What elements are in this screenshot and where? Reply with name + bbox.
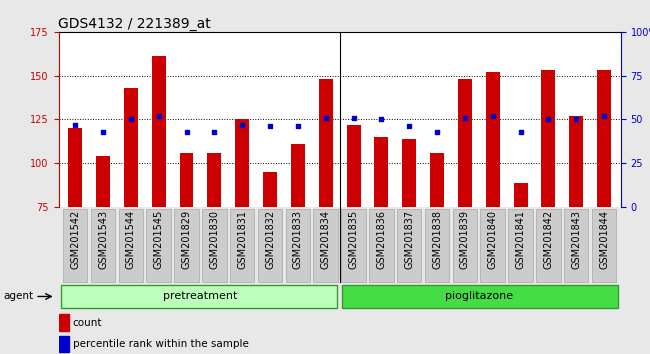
Point: [515, 129, 526, 135]
Text: GSM201830: GSM201830: [209, 210, 219, 269]
FancyBboxPatch shape: [369, 209, 394, 282]
Bar: [179, 153, 194, 207]
Text: pretreatment: pretreatment: [163, 291, 238, 302]
Point: [70, 122, 81, 127]
Point: [153, 113, 164, 119]
Bar: [569, 116, 583, 207]
Text: GSM201834: GSM201834: [320, 210, 331, 269]
Text: agent: agent: [3, 291, 33, 302]
Text: GSM201829: GSM201829: [181, 210, 192, 269]
Bar: [151, 56, 166, 207]
FancyBboxPatch shape: [452, 209, 477, 282]
FancyBboxPatch shape: [174, 209, 199, 282]
Point: [432, 129, 442, 135]
Point: [404, 124, 415, 129]
Point: [571, 117, 581, 122]
Text: GSM201838: GSM201838: [432, 210, 442, 269]
Point: [292, 124, 303, 129]
Text: GSM201841: GSM201841: [515, 210, 526, 269]
Point: [265, 124, 275, 129]
Text: count: count: [73, 318, 102, 327]
Point: [599, 113, 609, 119]
Bar: [291, 144, 305, 207]
Point: [376, 117, 387, 122]
Bar: [124, 88, 138, 207]
Bar: [430, 153, 444, 207]
Point: [488, 113, 498, 119]
FancyBboxPatch shape: [425, 209, 449, 282]
Point: [98, 129, 109, 135]
Point: [348, 115, 359, 121]
Bar: [402, 139, 416, 207]
Point: [320, 115, 331, 121]
Text: GSM201839: GSM201839: [460, 210, 470, 269]
FancyBboxPatch shape: [61, 285, 337, 308]
Bar: [235, 120, 249, 207]
Bar: [263, 172, 277, 207]
FancyBboxPatch shape: [91, 209, 115, 282]
FancyBboxPatch shape: [480, 209, 505, 282]
Text: GSM201832: GSM201832: [265, 210, 275, 269]
FancyBboxPatch shape: [146, 209, 171, 282]
Text: GSM201837: GSM201837: [404, 210, 414, 269]
Point: [209, 129, 220, 135]
FancyBboxPatch shape: [258, 209, 282, 282]
Text: pioglitazone: pioglitazone: [445, 291, 513, 302]
Point: [181, 129, 192, 135]
Bar: [207, 153, 222, 207]
Point: [125, 117, 136, 122]
Text: GSM201843: GSM201843: [571, 210, 581, 269]
Text: GSM201844: GSM201844: [599, 210, 609, 269]
FancyBboxPatch shape: [118, 209, 143, 282]
Text: GSM201842: GSM201842: [543, 210, 553, 269]
Text: GSM201833: GSM201833: [293, 210, 303, 269]
FancyBboxPatch shape: [313, 209, 338, 282]
FancyBboxPatch shape: [230, 209, 254, 282]
Text: GSM201835: GSM201835: [348, 210, 359, 269]
Text: GSM201545: GSM201545: [153, 210, 164, 269]
FancyBboxPatch shape: [397, 209, 421, 282]
Bar: [597, 70, 611, 207]
Bar: [541, 70, 555, 207]
FancyBboxPatch shape: [285, 209, 310, 282]
Bar: [68, 128, 82, 207]
FancyBboxPatch shape: [343, 285, 618, 308]
FancyBboxPatch shape: [592, 209, 616, 282]
Text: GSM201840: GSM201840: [488, 210, 498, 269]
Text: GSM201542: GSM201542: [70, 210, 80, 269]
Point: [543, 117, 554, 122]
Bar: [514, 183, 528, 207]
Bar: [96, 156, 110, 207]
Point: [237, 122, 248, 127]
Text: GSM201831: GSM201831: [237, 210, 247, 269]
Text: GSM201543: GSM201543: [98, 210, 108, 269]
Bar: [58, 336, 69, 352]
Bar: [58, 314, 69, 331]
FancyBboxPatch shape: [508, 209, 533, 282]
FancyBboxPatch shape: [63, 209, 88, 282]
Text: percentile rank within the sample: percentile rank within the sample: [73, 339, 248, 349]
FancyBboxPatch shape: [202, 209, 227, 282]
Text: GSM201836: GSM201836: [376, 210, 386, 269]
Bar: [318, 79, 333, 207]
Bar: [346, 125, 361, 207]
Bar: [486, 72, 500, 207]
Text: GSM201544: GSM201544: [126, 210, 136, 269]
Text: GDS4132 / 221389_at: GDS4132 / 221389_at: [58, 17, 211, 31]
Bar: [374, 137, 388, 207]
FancyBboxPatch shape: [341, 209, 366, 282]
Point: [460, 115, 470, 121]
Bar: [458, 79, 472, 207]
FancyBboxPatch shape: [536, 209, 561, 282]
FancyBboxPatch shape: [564, 209, 588, 282]
